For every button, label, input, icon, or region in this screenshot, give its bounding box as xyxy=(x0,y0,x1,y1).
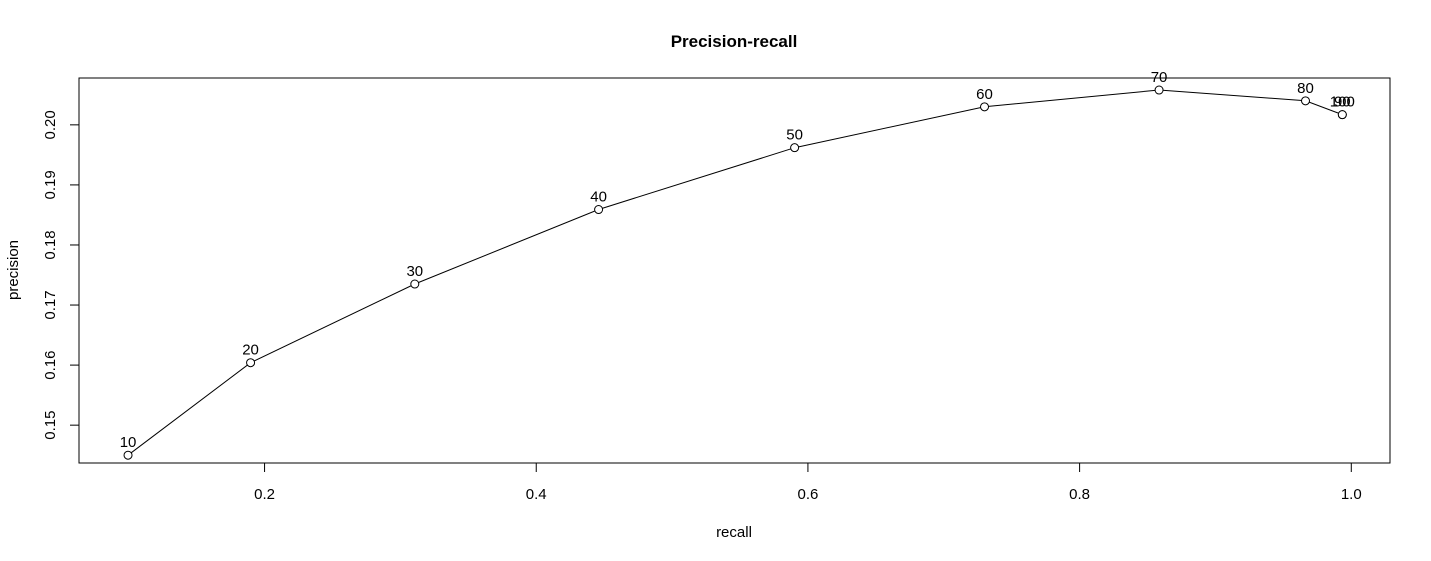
point-label: 70 xyxy=(1151,69,1168,86)
data-point xyxy=(1154,85,1164,95)
y-tick-label: 0.15 xyxy=(42,411,59,440)
plot-frame xyxy=(78,77,1391,464)
data-point xyxy=(410,279,420,289)
x-axis: 0.2 0.4 0.6 0.8 1.0 xyxy=(254,462,1362,503)
y-axis: 0.15 0.16 0.17 0.18 0.19 0.20 xyxy=(42,110,80,440)
x-axis-title: recall xyxy=(716,524,752,541)
y-tick-label: 0.19 xyxy=(42,170,59,199)
point-label: 60 xyxy=(976,86,993,103)
data-point xyxy=(790,143,800,153)
point-label: 40 xyxy=(590,189,607,206)
y-tick-label: 0.16 xyxy=(42,350,59,379)
chart-title: Precision-recall xyxy=(671,32,798,51)
y-tick-label: 0.18 xyxy=(42,230,59,259)
y-tick-label: 0.17 xyxy=(42,290,59,319)
point-label: 30 xyxy=(406,263,423,280)
y-tick-label: 0.20 xyxy=(42,110,59,139)
x-tick-label: 0.6 xyxy=(797,486,818,503)
series-line xyxy=(127,89,1343,456)
point-label: 80 xyxy=(1297,80,1314,97)
point-label: 100 xyxy=(1330,94,1355,111)
data-point xyxy=(980,102,990,112)
x-tick-label: 1.0 xyxy=(1341,486,1362,503)
x-tick-label: 0.4 xyxy=(526,486,547,503)
point-label: 20 xyxy=(242,342,259,359)
point-label: 50 xyxy=(786,127,803,144)
x-tick-label: 0.2 xyxy=(254,486,275,503)
data-point xyxy=(123,450,133,460)
data-point xyxy=(1337,110,1347,120)
data-point xyxy=(1301,96,1311,106)
data-point xyxy=(594,205,604,215)
data-point xyxy=(246,358,256,368)
point-label: 10 xyxy=(120,434,137,451)
y-axis-title: precision xyxy=(5,240,22,300)
point-label: 90 xyxy=(1334,94,1351,111)
x-tick-label: 0.8 xyxy=(1069,486,1090,503)
